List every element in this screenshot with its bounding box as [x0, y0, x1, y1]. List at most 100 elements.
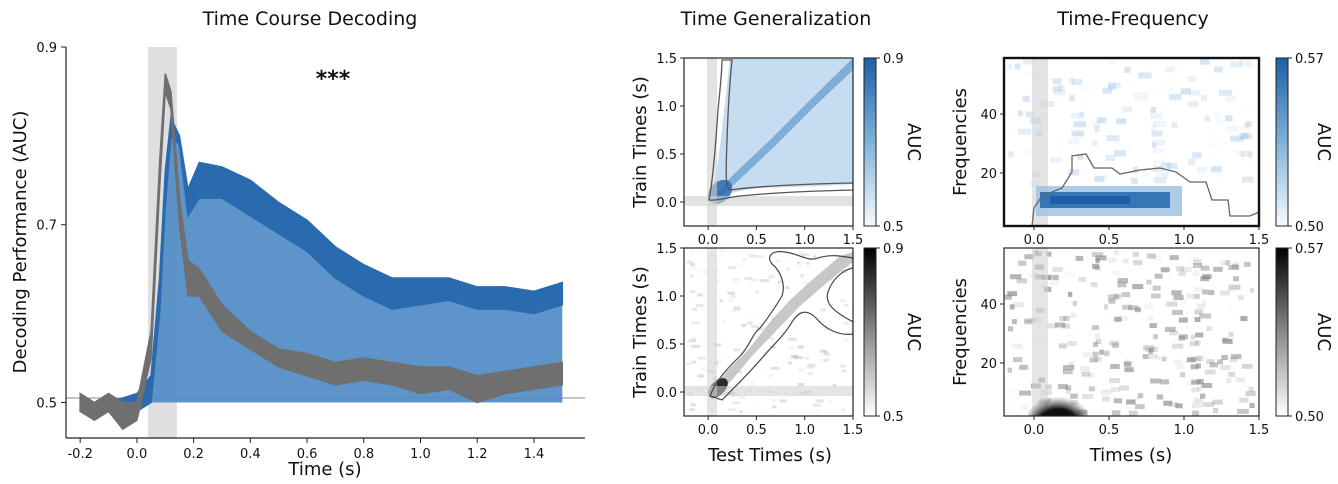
heatmap-cell — [1201, 94, 1208, 101]
heatmap-cell — [1023, 58, 1034, 65]
heatmap-cell — [1213, 163, 1219, 170]
heatmap-cell — [1230, 61, 1243, 68]
heatmap-cell — [1071, 130, 1084, 137]
heatmap-cell — [1070, 112, 1084, 119]
heatmap-cell — [1113, 250, 1120, 256]
heatmap-cell — [1225, 115, 1233, 122]
time-generalization-bottom-panel: 0.0 0.5 1.0 1.5 0.0 0.5 1.0 1.5 Train Times (s… — [630, 242, 924, 466]
heatmap-cell — [1152, 142, 1157, 149]
heatmap-cell — [1197, 166, 1207, 173]
heatmap-cell — [1204, 352, 1209, 357]
heatmap-cell — [749, 254, 759, 258]
colorbar-tf-blue-min: 0.50 — [1295, 220, 1324, 235]
heatmap-cell — [1111, 387, 1120, 393]
heatmap-cell — [1016, 278, 1027, 284]
heatmap-cell — [1168, 93, 1182, 100]
heatmap-cell — [1228, 265, 1240, 270]
colorbar-blue-top — [863, 57, 877, 227]
heatmap-cell — [1090, 282, 1098, 288]
heatmap-cell — [1008, 326, 1014, 332]
heatmap-cell — [699, 294, 704, 298]
heatmap-cell — [1153, 177, 1167, 184]
heatmap-cell — [1088, 386, 1095, 392]
heatmap-cell — [1105, 154, 1115, 161]
heatmap-cell — [738, 370, 743, 374]
heatmap-cell — [1083, 352, 1095, 357]
heatmap-cell — [1160, 267, 1170, 273]
x-tick-label: 0.0 — [127, 447, 148, 462]
heatmap-cell — [771, 398, 777, 402]
heatmap-cell — [1146, 90, 1159, 96]
heatmap-cell — [1179, 334, 1188, 340]
x-tick-label: -0.2 — [67, 447, 92, 462]
blue-series-band — [79, 115, 564, 413]
heatmap-cell — [1148, 315, 1153, 321]
heatmap-cell — [1226, 287, 1236, 293]
x-tick-label: 0.5 — [1099, 233, 1120, 248]
heatmap-cell — [791, 354, 798, 358]
heatmap-cell — [696, 304, 704, 308]
heatmap-cell — [1249, 287, 1254, 293]
generalization-contour — [708, 59, 853, 201]
heatmap-cell — [1071, 79, 1083, 85]
heatmap-cell — [822, 257, 828, 260]
heatmap-cell — [732, 308, 741, 312]
heatmap-cell — [1244, 62, 1253, 69]
heatmap-cell — [700, 367, 706, 371]
heatmap-cell — [1052, 266, 1064, 272]
heatmap-cell — [1086, 122, 1091, 128]
heatmap-cell — [1208, 290, 1215, 296]
heatmap-cell — [1068, 291, 1073, 297]
y-tick-label: 0.5 — [36, 396, 57, 411]
heatmap-cell — [804, 356, 809, 360]
heatmap-cell — [1110, 364, 1120, 369]
heatmap-cell — [1132, 398, 1137, 404]
heatmap-cell — [1008, 388, 1020, 394]
colorbar-grey-bottom-min: 0.5 — [883, 410, 904, 425]
heatmap-cell — [690, 403, 696, 407]
heatmap-cell — [1004, 294, 1012, 300]
heatmap-cell — [1092, 140, 1098, 147]
heatmap-cell — [832, 384, 837, 387]
heatmap-cell — [1165, 326, 1176, 332]
heatmap-cell — [1166, 301, 1178, 307]
heatmap-cell — [1219, 365, 1231, 370]
heatmap-cell — [1165, 66, 1176, 73]
heatmap-cell — [1210, 166, 1222, 173]
heatmap-cell — [1108, 298, 1116, 304]
heatmap-cell — [1099, 350, 1111, 356]
heatmap-cell — [1212, 399, 1223, 405]
x-tick-label: 0.0 — [1024, 423, 1045, 438]
generalization-grey-stim-band-y — [684, 386, 853, 396]
heatmap-cell — [787, 361, 792, 365]
x-tick-label: 0.6 — [297, 447, 318, 462]
heatmap-cell — [1180, 372, 1186, 378]
heatmap-cell — [1047, 274, 1059, 280]
heatmap-cell — [823, 353, 832, 357]
heatmap-cell — [1161, 170, 1170, 177]
heatmap-cell — [1095, 339, 1102, 344]
heatmap-cell — [1168, 402, 1178, 407]
x-tick-label: 0.0 — [698, 233, 719, 248]
heatmap-cell — [1150, 378, 1162, 384]
heatmap-cell — [690, 321, 700, 325]
heatmap-cell — [1101, 389, 1112, 395]
x-tick-label: 1.5 — [1249, 423, 1270, 438]
heatmap-cell — [1132, 166, 1139, 173]
heatmap-cell — [1025, 148, 1031, 155]
tf-grey-stim-band — [1032, 248, 1048, 416]
heatmap-cell — [1194, 339, 1198, 344]
heatmap-cell — [737, 264, 743, 268]
heatmap-cell — [1200, 265, 1210, 271]
heatmap-cell — [1171, 122, 1178, 129]
heatmap-cell — [1135, 404, 1145, 410]
heatmap-cell — [786, 267, 791, 271]
heatmap-cell — [1237, 295, 1244, 300]
heatmap-cell — [794, 356, 803, 360]
heatmap-cell — [1147, 253, 1156, 259]
heatmap-cell — [715, 267, 719, 271]
heatmap-cell — [739, 410, 743, 413]
x-tick-label: 0.8 — [353, 447, 374, 462]
heatmap-cell — [1088, 372, 1096, 378]
tf-top-frame — [1002, 56, 1261, 228]
